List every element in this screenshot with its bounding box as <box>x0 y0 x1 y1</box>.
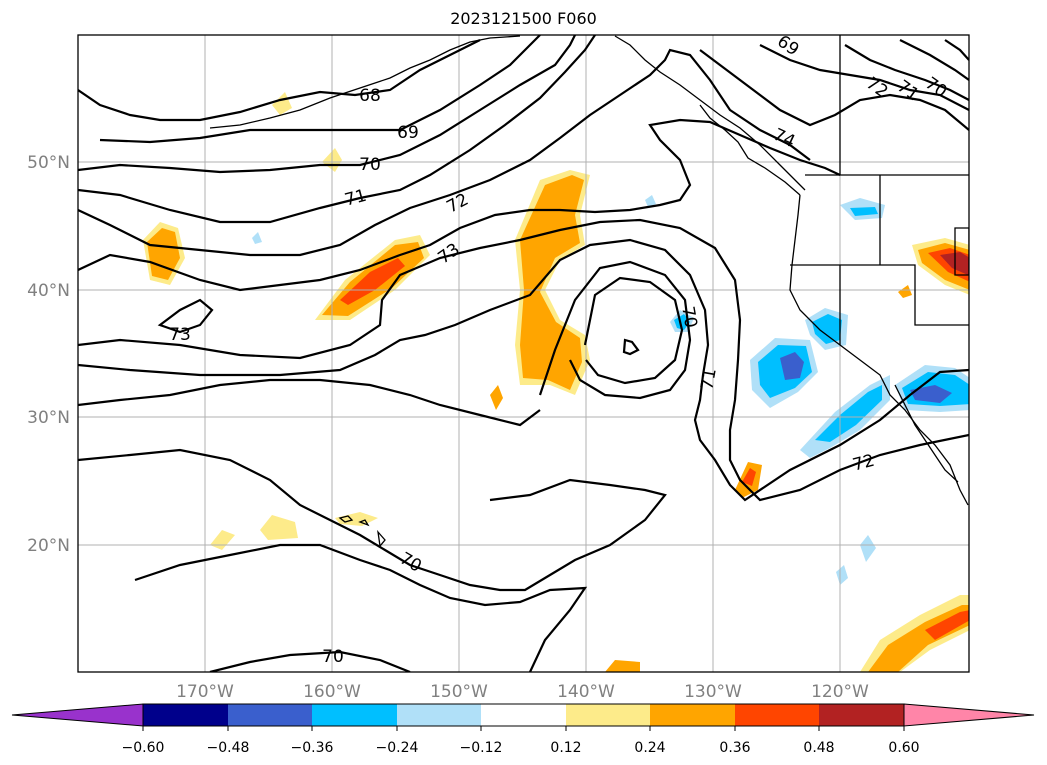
colorbar-tick-label: 0.12 <box>550 740 581 756</box>
colorbar-segment <box>228 704 312 726</box>
anomaly-shading <box>143 92 969 672</box>
shade-pos <box>260 515 298 540</box>
colorbar-tick-label: 0.24 <box>634 740 665 756</box>
contour-ne-b <box>759 44 969 111</box>
colorbar-segment <box>566 704 650 726</box>
colorbar-segment <box>481 704 566 726</box>
colorbar-tick-label: −0.24 <box>376 740 419 756</box>
contour-68 <box>78 39 481 122</box>
contour-ne-d <box>899 39 969 81</box>
shade-neg <box>836 565 848 585</box>
colorbar-tick-label: −0.12 <box>460 740 503 756</box>
contour-label: 69 <box>397 123 419 143</box>
contour-71 <box>78 35 596 224</box>
shade-neg <box>850 207 878 216</box>
lon-label: 140°W <box>557 682 615 702</box>
contour-70 <box>78 35 576 174</box>
lon-label: 130°W <box>684 682 742 702</box>
lat-label: 30°N <box>27 408 70 428</box>
colorbar-tick-label: −0.48 <box>207 740 250 756</box>
lat-label: 40°N <box>27 281 70 301</box>
shade-neg <box>780 352 804 380</box>
contour-label: 70 <box>359 155 381 175</box>
shade-neg <box>815 385 882 442</box>
map-frame <box>77 34 970 673</box>
contour-70-south-2 <box>134 543 588 672</box>
colorbar-tick-label: 0.36 <box>719 740 750 756</box>
contour-label: 68 <box>359 86 381 106</box>
us-west-coast <box>789 194 969 506</box>
contours <box>78 35 969 672</box>
alaska-panhandle <box>614 35 806 191</box>
contour-ne-a <box>699 49 969 131</box>
contour-label: 70 <box>322 647 344 667</box>
contour-inner-b <box>78 238 969 502</box>
colorbar-extend-high <box>903 703 1035 727</box>
baja <box>894 384 959 483</box>
contour-low-inner <box>583 276 684 385</box>
colorbar-segment <box>819 704 904 726</box>
contour-73-closed <box>157 298 214 334</box>
shade-neg-red <box>340 258 405 305</box>
contour-label: 70 <box>677 305 700 330</box>
shade-pos <box>490 385 503 410</box>
map-area: 68 69 70 71 72 73 73 74 72 71 70 70 71 7… <box>78 35 969 672</box>
colorbar-tick-label: −0.60 <box>122 740 165 756</box>
alaska-coast <box>209 35 521 129</box>
hawaii <box>338 515 386 548</box>
colorbar-segment <box>312 704 397 726</box>
shade-pos <box>925 610 969 640</box>
shade-neg <box>860 535 876 562</box>
colorbar-segment <box>397 704 481 726</box>
contour-label: 73 <box>169 325 191 345</box>
contour-low-center <box>622 338 640 356</box>
shade-pos <box>147 228 180 280</box>
contour-inner-a <box>78 218 969 502</box>
contour-ne-c <box>844 44 969 101</box>
graticule <box>78 35 969 672</box>
state-border <box>954 227 969 276</box>
state-border <box>790 264 969 326</box>
lon-label: 170°W <box>176 682 234 702</box>
figure-title: 2023121500 F060 <box>450 9 597 28</box>
contour-69 <box>99 35 541 144</box>
contour-low-ring <box>538 260 692 400</box>
colorbar-extend-low <box>11 703 144 727</box>
colorbar-tick-label: 0.60 <box>888 740 919 756</box>
contour-70-south <box>78 448 667 592</box>
contour-72 <box>78 48 811 257</box>
contour-70-bottom <box>209 650 411 672</box>
contour-label: 71 <box>697 367 720 392</box>
colorbar-segment <box>735 704 819 726</box>
contour-lower <box>78 378 541 427</box>
shade-neg <box>252 232 262 244</box>
colorbar-segment <box>650 704 735 726</box>
colorbar: −0.60 −0.48 −0.36 −0.24 −0.12 0.12 0.24 0.36 0.4… <box>11 703 1035 756</box>
lon-label: 160°W <box>303 682 361 702</box>
lat-label: 20°N <box>27 536 70 556</box>
shade-neg <box>674 314 690 330</box>
longitude-labels: 170°W 160°W 150°W 140°W 130°W 120°W <box>176 682 869 702</box>
shade-neg <box>645 195 656 207</box>
contour-73-a <box>78 118 841 292</box>
shade-pos <box>605 660 640 672</box>
colorbar-segment <box>143 704 228 726</box>
colorbar-tick-label: 0.48 <box>803 740 834 756</box>
shade-pos <box>898 285 912 298</box>
contour-ne-e <box>944 39 969 61</box>
bc-coast <box>699 104 801 196</box>
shade-pos <box>742 468 756 486</box>
lon-label: 150°W <box>430 682 488 702</box>
colorbar-tick-label: −0.36 <box>291 740 334 756</box>
colorbar-outline <box>142 703 905 727</box>
latitude-labels: 50°N 40°N 30°N 20°N <box>27 153 70 556</box>
shade-neg <box>910 385 952 403</box>
lon-label: 120°W <box>811 682 869 702</box>
shade-neg <box>812 314 842 344</box>
lat-label: 50°N <box>27 153 70 173</box>
coastlines <box>209 35 969 548</box>
